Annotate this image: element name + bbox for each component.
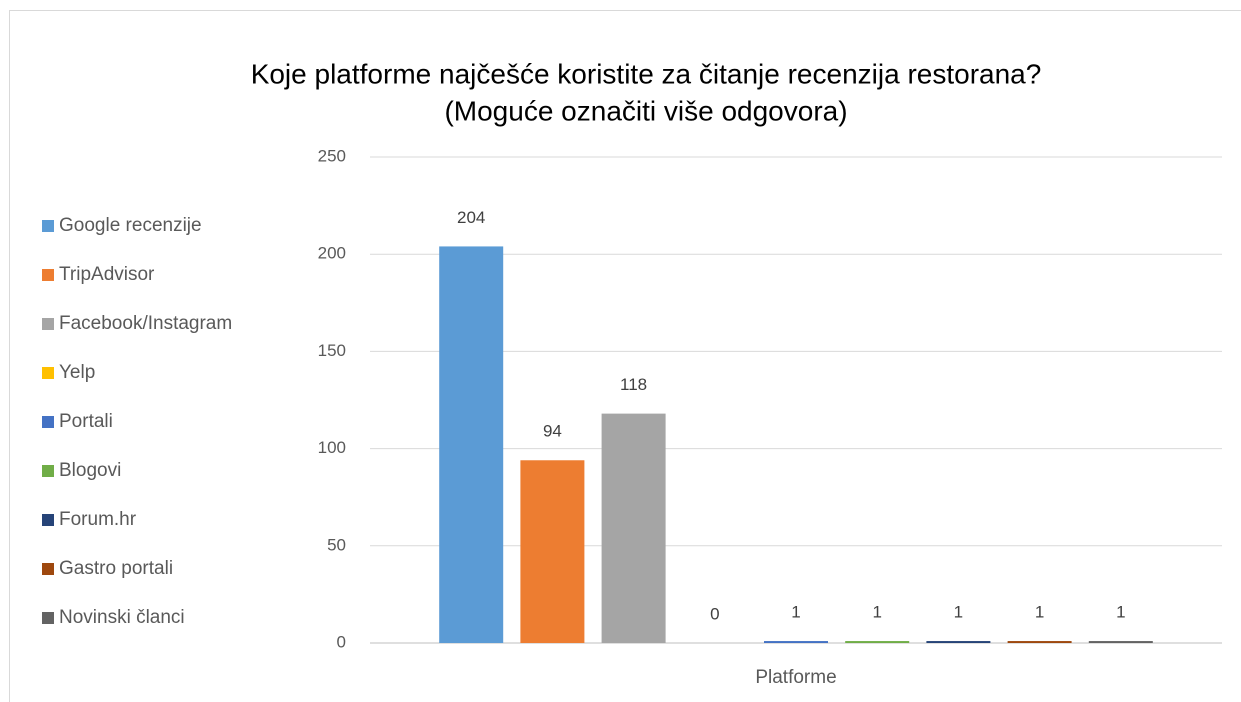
y-tick-label: 100 bbox=[318, 438, 346, 457]
x-axis-label: Platforme bbox=[755, 667, 836, 688]
legend-swatch bbox=[42, 367, 54, 379]
y-tick-label: 0 bbox=[337, 632, 346, 651]
data-label: 1 bbox=[791, 603, 800, 622]
legend-label: Gastro portali bbox=[59, 558, 173, 579]
legend-swatch bbox=[42, 465, 54, 477]
bar bbox=[1088, 641, 1153, 643]
y-tick-label: 50 bbox=[327, 535, 346, 554]
data-label: 0 bbox=[710, 604, 719, 623]
bar bbox=[601, 413, 666, 643]
data-label: 118 bbox=[620, 375, 647, 394]
legend-swatch bbox=[42, 514, 54, 526]
bar bbox=[520, 460, 585, 643]
bar bbox=[764, 641, 828, 643]
legend-swatch bbox=[42, 612, 54, 624]
legend-swatch bbox=[42, 416, 54, 428]
y-tick-label: 150 bbox=[318, 341, 346, 360]
data-label: 204 bbox=[457, 208, 485, 227]
legend-label: Portali bbox=[59, 411, 113, 432]
data-label: 1 bbox=[1116, 603, 1125, 622]
legend-label: TripAdvisor bbox=[59, 264, 155, 285]
legend-swatch bbox=[42, 318, 54, 330]
data-label: 94 bbox=[543, 422, 562, 441]
data-label: 1 bbox=[872, 603, 881, 622]
legend-label: Novinski članci bbox=[59, 607, 185, 628]
legend-swatch bbox=[42, 220, 54, 232]
bar bbox=[845, 641, 910, 643]
legend-label: Forum.hr bbox=[59, 509, 137, 530]
bar bbox=[926, 641, 991, 643]
legend-label: Facebook/Instagram bbox=[59, 313, 232, 334]
legend-label: Google recenzije bbox=[59, 215, 202, 236]
data-label: 1 bbox=[954, 603, 963, 622]
legend-swatch bbox=[42, 269, 54, 281]
y-tick-label: 250 bbox=[318, 146, 346, 165]
legend-label: Blogovi bbox=[59, 460, 121, 481]
bar bbox=[439, 246, 504, 643]
data-label: 1 bbox=[1035, 603, 1044, 622]
legend-swatch bbox=[42, 563, 54, 575]
y-tick-label: 200 bbox=[318, 244, 346, 263]
chart-title: Koje platforme najčešće koristite za čit… bbox=[251, 58, 1042, 89]
chart-title: (Moguće označiti više odgovora) bbox=[444, 95, 847, 126]
legend-label: Yelp bbox=[59, 362, 95, 383]
bar bbox=[1007, 641, 1072, 643]
